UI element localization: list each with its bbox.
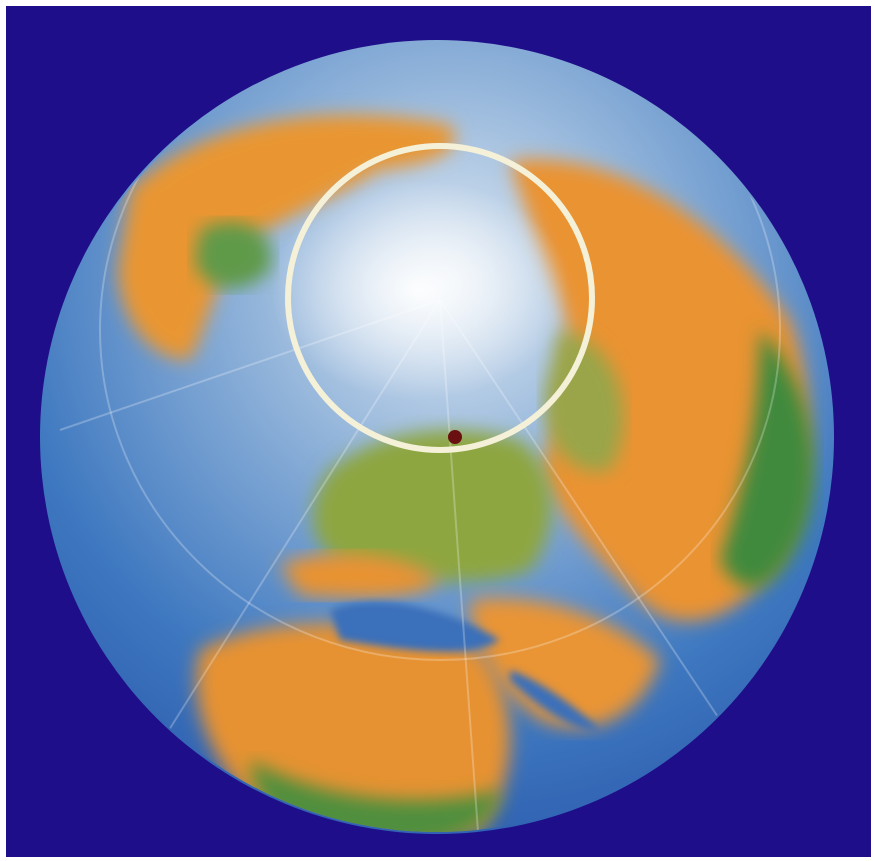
arctic-circle xyxy=(285,143,595,453)
location-dot xyxy=(448,430,462,444)
land xyxy=(59,42,815,832)
